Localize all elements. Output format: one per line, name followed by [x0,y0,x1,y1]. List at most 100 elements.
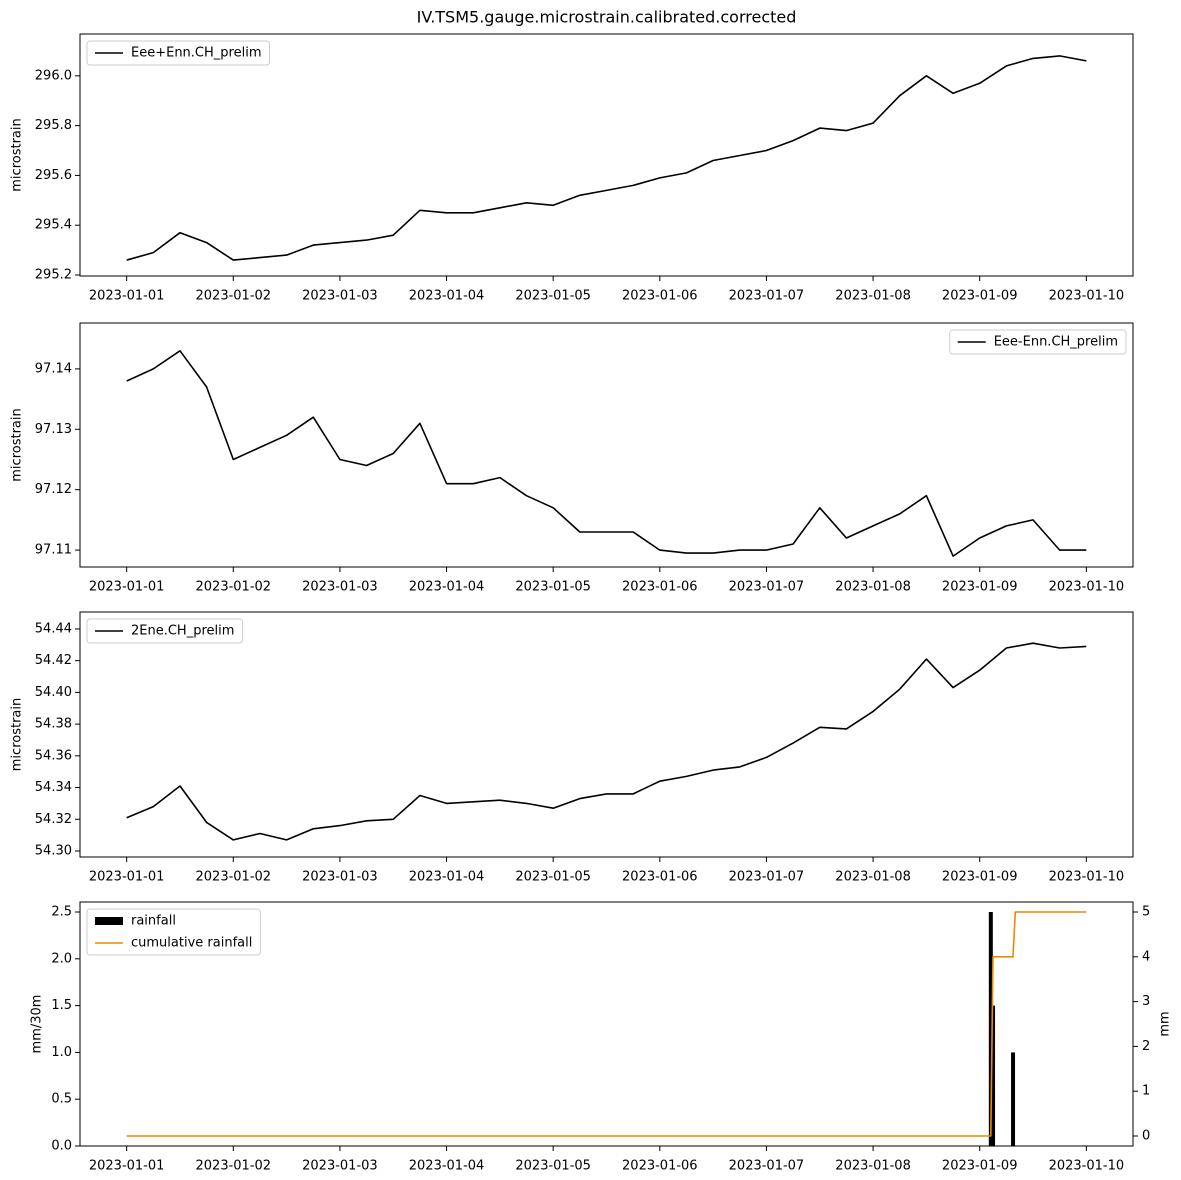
y-tick-label: 295.8 [35,118,72,133]
y-tick-label: 54.34 [35,780,72,795]
y-tick-label: 97.11 [35,543,72,558]
x-tick-label: 2023-01-10 [1049,289,1125,304]
x-tick-label: 2023-01-08 [835,1159,911,1174]
x-tick-label: 2023-01-04 [409,1159,485,1174]
y-tick-label: 1.0 [51,1045,72,1060]
y-tick-label: 54.38 [35,717,72,732]
x-tick-label: 2023-01-04 [409,289,485,304]
y-axis-label: microstrain [10,408,25,481]
x-tick-label: 2023-01-09 [942,1159,1018,1174]
x-tick-label: 2023-01-04 [409,870,485,885]
legend: rainfall cumulative rainfall [86,908,261,956]
x-tick-label: 2023-01-08 [835,580,911,595]
y2-tick-label: 0 [1142,1129,1150,1144]
y2-axis-label: mm [1158,1011,1173,1036]
y-tick-label: 0.0 [51,1139,72,1154]
y-tick-label: 0.5 [51,1092,72,1107]
y2-tick-label: 4 [1142,949,1150,964]
legend: 2Ene.CH_prelim [86,618,243,644]
y-tick-label: 97.14 [35,361,72,376]
legend: Eee-Enn.CH_prelim [949,329,1127,355]
x-tick-label: 2023-01-05 [515,289,591,304]
bar [1011,1052,1016,1146]
x-tick-label: 2023-01-07 [729,870,805,885]
x-tick-label: 2023-01-05 [515,580,591,595]
legend-frame [86,40,270,66]
y-tick-label: 97.12 [35,482,72,497]
legend-label: 2Ene.CH_prelim [131,624,234,639]
x-tick-label: 2023-01-04 [409,580,485,595]
plot-frame [79,322,1134,568]
x-tick-label: 2023-01-09 [942,289,1018,304]
plot-frame [79,611,1134,858]
y-tick-label: 54.32 [35,812,72,827]
y-tick-label: 295.6 [35,168,72,183]
legend-swatch [95,917,123,925]
legend-label: Eee+Enn.CH_prelim [131,46,261,61]
x-tick-label: 2023-01-08 [835,870,911,885]
data-line [126,911,1087,1137]
x-tick-label: 2023-01-03 [302,580,378,595]
x-tick-label: 2023-01-07 [729,289,805,304]
legend-frame [86,618,243,644]
x-tick-label: 2023-01-05 [515,870,591,885]
chart-title: IV.TSM5.gauge.microstrain.calibrated.cor… [417,8,797,27]
x-tick-label: 2023-01-07 [729,580,805,595]
legend-label: cumulative rainfall [131,936,252,951]
x-tick-label: 2023-01-02 [196,580,272,595]
plot-frame [79,901,1134,1147]
y-tick-label: 2.0 [51,951,72,966]
legend-frame [86,908,261,956]
x-tick-label: 2023-01-02 [196,1159,272,1174]
y-tick-label: 54.30 [35,843,72,858]
legend-label: Eee-Enn.CH_prelim [994,335,1118,350]
x-tick-label: 2023-01-01 [89,580,165,595]
y-tick-label: 54.36 [35,748,72,763]
x-tick-label: 2023-01-05 [515,1159,591,1174]
y2-tick-label: 5 [1142,904,1150,919]
y-tick-label: 54.44 [35,621,72,636]
y-tick-label: 295.4 [35,218,72,233]
y-axis-label: microstrain [10,698,25,771]
x-tick-label: 2023-01-10 [1049,580,1125,595]
x-tick-label: 2023-01-07 [729,1159,805,1174]
x-tick-label: 2023-01-06 [622,580,698,595]
legend-frame [949,329,1127,355]
x-tick-label: 2023-01-02 [196,870,272,885]
x-tick-label: 2023-01-06 [622,870,698,885]
y-tick-label: 2.5 [51,905,72,920]
y2-tick-label: 3 [1142,994,1150,1009]
x-tick-label: 2023-01-06 [622,1159,698,1174]
y-axis-label: mm/30m [30,995,45,1054]
plot-frame [79,33,1134,277]
data-line [126,642,1087,841]
y-tick-label: 1.5 [51,998,72,1013]
x-tick-label: 2023-01-09 [942,580,1018,595]
y-tick-label: 295.2 [35,268,72,283]
x-tick-label: 2023-01-09 [942,870,1018,885]
legend-label: rainfall [131,914,176,929]
y-tick-label: 296.0 [35,68,72,83]
bar [991,1005,996,1146]
x-tick-label: 2023-01-10 [1049,1159,1125,1174]
x-tick-label: 2023-01-01 [89,870,165,885]
y-tick-label: 54.40 [35,685,72,700]
y-tick-label: 97.13 [35,422,72,437]
bar [988,912,993,1146]
legend: Eee+Enn.CH_prelim [86,40,270,66]
y2-tick-label: 1 [1142,1084,1150,1099]
x-tick-label: 2023-01-01 [89,1159,165,1174]
x-tick-label: 2023-01-06 [622,289,698,304]
x-tick-label: 2023-01-08 [835,289,911,304]
y-tick-label: 54.42 [35,653,72,668]
data-line [126,350,1087,557]
data-line [126,55,1087,261]
x-tick-label: 2023-01-03 [302,289,378,304]
y2-tick-label: 2 [1142,1039,1150,1054]
y-axis-label: microstrain [10,118,25,191]
x-tick-label: 2023-01-10 [1049,870,1125,885]
x-tick-label: 2023-01-03 [302,1159,378,1174]
x-tick-label: 2023-01-02 [196,289,272,304]
